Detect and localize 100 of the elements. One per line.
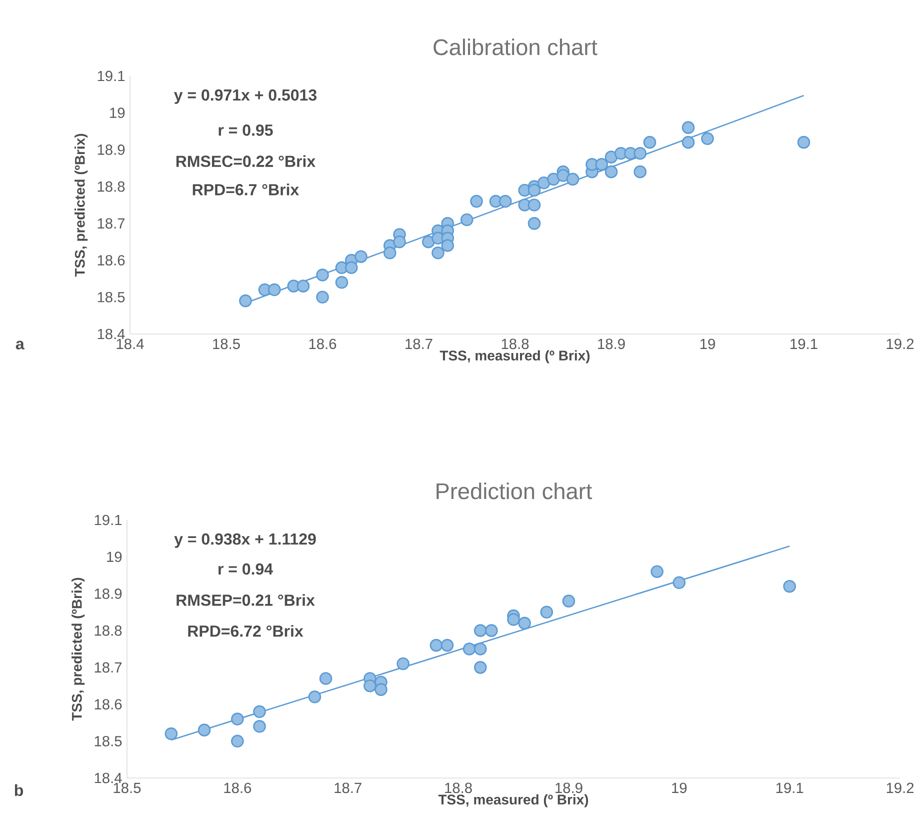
point bbox=[441, 239, 454, 252]
point bbox=[650, 565, 664, 578]
point bbox=[470, 194, 483, 208]
point bbox=[498, 194, 512, 208]
point bbox=[231, 734, 244, 748]
x-tick-label: 19.1 bbox=[790, 338, 818, 350]
point bbox=[462, 642, 476, 656]
x-tick-label: 18.8 bbox=[502, 338, 529, 350]
x-tick-label: 18.5 bbox=[213, 338, 240, 350]
point bbox=[562, 594, 576, 608]
annotation: RPD=6.7 °Brix bbox=[192, 184, 300, 196]
point bbox=[440, 638, 454, 652]
point bbox=[316, 268, 329, 282]
y-tick-label: 18.9 bbox=[94, 588, 122, 599]
point bbox=[634, 165, 647, 178]
x-tick-label: 18.7 bbox=[406, 338, 432, 350]
x-tick-label: 19 bbox=[672, 782, 687, 794]
point bbox=[595, 158, 608, 171]
point bbox=[430, 638, 443, 652]
point bbox=[783, 580, 796, 593]
point bbox=[474, 661, 487, 674]
y-tick-label: 18.6 bbox=[94, 699, 122, 710]
y-tick-label: 18.4 bbox=[98, 328, 125, 340]
point bbox=[528, 198, 541, 212]
point bbox=[518, 616, 531, 630]
annotation: r = 0.94 bbox=[218, 563, 273, 575]
y-tick-label: 18.7 bbox=[94, 662, 122, 673]
y-axis-title: TSS, predicted (ºBrix) bbox=[72, 578, 85, 721]
point bbox=[374, 683, 388, 696]
chart-title: Calibration chart bbox=[434, 38, 598, 56]
x-tick-label: 18.7 bbox=[334, 782, 362, 794]
annotation: r = 0.95 bbox=[218, 124, 273, 136]
point bbox=[319, 672, 332, 685]
point bbox=[253, 720, 266, 733]
x-tick-label: 18.8 bbox=[445, 782, 472, 794]
point bbox=[344, 261, 358, 274]
annotation: y = 0.938x + 1.1129 bbox=[174, 533, 316, 548]
annotation: RPD=6.72 °Brix bbox=[188, 625, 304, 637]
point bbox=[393, 235, 406, 248]
chart-title: Prediction chart bbox=[436, 482, 592, 500]
point bbox=[198, 724, 211, 736]
point bbox=[643, 136, 656, 149]
point bbox=[422, 235, 435, 248]
point bbox=[604, 150, 618, 164]
x-axis-title: TSS, measured (º Brix) bbox=[440, 350, 590, 364]
x-tick-label: 18.6 bbox=[309, 338, 336, 350]
point bbox=[547, 172, 560, 186]
x-tick-label: 19 bbox=[700, 338, 715, 350]
annotation: RMSEP=0.21 °Brix bbox=[176, 594, 315, 606]
point bbox=[604, 165, 618, 178]
point bbox=[672, 576, 686, 590]
point bbox=[485, 624, 498, 637]
y-tick-label: 18.8 bbox=[98, 181, 125, 192]
point bbox=[528, 217, 541, 230]
x-axis-title: TSS, measured (º Brix) bbox=[438, 794, 588, 808]
y-tick-label: 18.9 bbox=[98, 144, 125, 155]
point bbox=[296, 280, 310, 292]
x-tick-label: 19.2 bbox=[886, 782, 914, 794]
y-tick-label: 19 bbox=[107, 552, 122, 562]
y-tick-label: 18.8 bbox=[94, 625, 122, 636]
y-tick-label: 19.1 bbox=[98, 70, 125, 82]
point bbox=[797, 136, 810, 149]
x-tick-label: 19.1 bbox=[776, 782, 804, 794]
point bbox=[507, 613, 520, 626]
point bbox=[682, 136, 695, 149]
x-tick-label: 18.9 bbox=[598, 338, 625, 350]
point bbox=[474, 642, 487, 656]
point bbox=[460, 213, 474, 226]
x-tick-label: 18.9 bbox=[556, 782, 582, 794]
point bbox=[682, 121, 695, 134]
point bbox=[528, 184, 541, 197]
point bbox=[354, 250, 368, 263]
x-tick-label: 18.6 bbox=[224, 782, 252, 794]
point bbox=[537, 176, 550, 190]
point bbox=[566, 172, 580, 186]
y-tick-label: 18.5 bbox=[98, 292, 125, 302]
point bbox=[474, 624, 487, 637]
y-tick-label: 19.1 bbox=[94, 514, 122, 526]
point bbox=[540, 606, 554, 619]
point bbox=[396, 657, 410, 670]
annotation: y = 0.971x + 0.5013 bbox=[174, 89, 317, 104]
point bbox=[268, 283, 281, 296]
text: a bbox=[16, 340, 24, 350]
point bbox=[634, 146, 647, 160]
point bbox=[231, 712, 244, 726]
text: b bbox=[14, 784, 24, 796]
y-tick-label: 18.5 bbox=[94, 736, 122, 746]
x-tick-label: 18.4 bbox=[116, 338, 144, 350]
point bbox=[556, 169, 570, 182]
annotation: RMSEC=0.22 °Brix bbox=[176, 155, 316, 167]
point bbox=[383, 246, 396, 260]
point bbox=[701, 132, 714, 146]
point bbox=[316, 290, 329, 304]
y-tick-label: 18.4 bbox=[94, 772, 122, 784]
y-tick-label: 19 bbox=[110, 108, 125, 118]
y-tick-label: 18.6 bbox=[98, 255, 125, 266]
point bbox=[335, 276, 348, 289]
x-tick-label: 19.2 bbox=[886, 338, 914, 350]
point bbox=[164, 727, 178, 740]
point bbox=[308, 690, 322, 704]
